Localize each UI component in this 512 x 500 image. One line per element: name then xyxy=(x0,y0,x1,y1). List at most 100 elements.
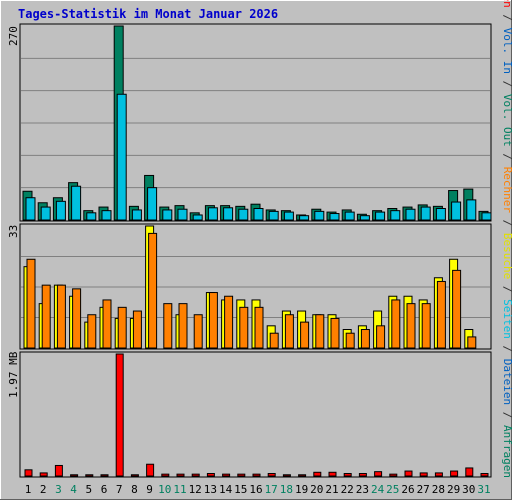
bar-dateien xyxy=(268,210,279,221)
bar-rechner xyxy=(406,303,416,349)
bar-volumen xyxy=(85,474,94,477)
bar-volumen xyxy=(130,474,139,477)
bar-volumen xyxy=(434,472,443,477)
bar-volumen xyxy=(450,470,459,477)
bar-volumen xyxy=(267,473,276,477)
bar-dateien xyxy=(314,210,325,221)
bar-rechner xyxy=(148,232,158,349)
bar-dateien xyxy=(451,201,462,221)
bar-dateien xyxy=(375,211,386,221)
day-label: 5 xyxy=(85,483,92,496)
bar-volumen xyxy=(328,471,337,477)
day-label: 3 xyxy=(55,483,62,496)
day-label: 27 xyxy=(417,483,430,496)
day-label: 24 xyxy=(371,483,385,496)
legend-separator: / xyxy=(501,339,512,359)
legend-entry: Vol. Out xyxy=(501,94,512,147)
y-max-label-volume: 1.97 MB xyxy=(7,351,20,398)
bar-dateien xyxy=(283,211,294,221)
day-label: 4 xyxy=(70,483,77,496)
bar-rechner xyxy=(376,325,386,349)
bar-volumen xyxy=(161,473,170,477)
bar-dateien xyxy=(223,207,234,221)
bar-rechner xyxy=(117,306,127,349)
bar-dateien xyxy=(55,200,66,221)
bar-rechner xyxy=(421,303,431,349)
bar-rechner xyxy=(132,310,142,349)
bar-dateien xyxy=(25,197,36,221)
bar-dateien xyxy=(177,208,188,221)
legend-entry: Volumen xyxy=(501,0,512,8)
day-label: 11 xyxy=(173,483,186,496)
day-label: 30 xyxy=(462,483,475,496)
bar-rechner xyxy=(330,317,340,349)
day-label: 18 xyxy=(280,483,293,496)
bar-rechner xyxy=(269,332,279,349)
bar-dateien xyxy=(40,206,51,221)
bar-dateien xyxy=(359,215,370,221)
bar-dateien xyxy=(420,206,431,221)
bar-volumen xyxy=(39,472,48,477)
legend-entry: Anfragen xyxy=(501,425,512,478)
bar-rechner xyxy=(391,299,401,349)
day-label: 7 xyxy=(116,483,123,496)
bar-rechner xyxy=(467,336,477,349)
bar-volumen xyxy=(298,474,307,477)
bar-dateien xyxy=(86,212,97,221)
bar-rechner xyxy=(163,303,173,349)
day-label: 23 xyxy=(356,483,369,496)
day-label: 25 xyxy=(386,483,399,496)
bar-dateien xyxy=(253,208,264,221)
day-label: 12 xyxy=(189,483,202,496)
bar-dateien xyxy=(116,93,127,221)
bar-rechner xyxy=(436,280,446,349)
legend-separator: / xyxy=(501,279,512,299)
bar-volumen xyxy=(419,472,428,477)
bar-volumen xyxy=(374,471,383,477)
bar-dateien xyxy=(481,212,492,221)
legend-entry: Dateien xyxy=(501,359,512,405)
day-label: 21 xyxy=(325,483,338,496)
legend-separator: / xyxy=(501,8,512,28)
bar-rechner xyxy=(178,303,188,349)
bar-volumen xyxy=(100,474,109,477)
day-label: 20 xyxy=(310,483,323,496)
bar-volumen xyxy=(404,470,413,477)
bar-volumen xyxy=(282,474,291,477)
bar-volumen xyxy=(191,473,200,477)
bar-rechner xyxy=(224,295,234,349)
legend-entry: Rechner xyxy=(501,167,512,214)
bar-rechner xyxy=(315,314,325,349)
legend-entry: Vol. In xyxy=(501,28,512,74)
day-label: 6 xyxy=(101,483,108,496)
legend-entry: Seiten xyxy=(501,299,512,339)
chart-title: Tages-Statistik im Monat Januar 2026 xyxy=(18,7,278,21)
bar-rechner xyxy=(284,314,294,349)
bar-volumen xyxy=(343,473,352,477)
bar-rechner xyxy=(56,284,66,349)
legend-separator: / xyxy=(501,74,512,94)
bar-volumen xyxy=(252,473,261,477)
legend-separator: / xyxy=(501,405,512,425)
legend-entry: Besuche xyxy=(501,233,512,279)
day-label: 28 xyxy=(432,483,445,496)
bar-rechner xyxy=(239,306,249,349)
panel-volume xyxy=(19,351,492,478)
bar-dateien xyxy=(207,207,218,221)
bar-dateien xyxy=(162,209,173,221)
legend-separator: / xyxy=(501,213,512,233)
day-label: 9 xyxy=(146,483,153,496)
bar-dateien xyxy=(466,199,477,221)
day-label: 14 xyxy=(219,483,233,496)
day-label: 16 xyxy=(249,483,262,496)
bars xyxy=(22,25,492,477)
day-label: 19 xyxy=(295,483,308,496)
bar-volumen xyxy=(206,473,215,477)
bar-dateien xyxy=(131,209,142,221)
bar-dateien xyxy=(344,211,355,221)
bar-dateien xyxy=(192,214,203,221)
legend-separator: / xyxy=(501,147,512,167)
day-label: 13 xyxy=(204,483,217,496)
day-label: 2 xyxy=(40,483,47,496)
bar-rechner xyxy=(300,321,310,349)
